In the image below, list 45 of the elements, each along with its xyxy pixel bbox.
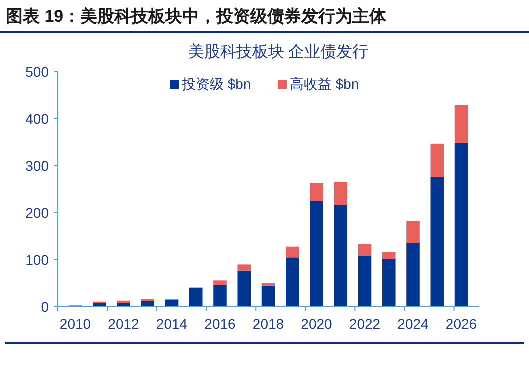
x-tick-label: 2022 (349, 316, 381, 332)
y-tick-label: 300 (26, 158, 50, 174)
bar (454, 142, 468, 307)
bar (334, 182, 348, 206)
bar (382, 252, 396, 260)
y-tick-label: 200 (26, 205, 50, 221)
bar (238, 264, 252, 271)
bar (189, 288, 203, 307)
x-tick-label: 2016 (204, 316, 236, 332)
bar (286, 258, 300, 307)
x-tick-label: 2010 (60, 316, 92, 332)
legend-label: 投资级 $bn (181, 76, 252, 92)
y-tick-label: 500 (26, 64, 50, 80)
bar (92, 303, 106, 307)
bar (238, 270, 252, 307)
bar (406, 221, 420, 244)
bar (262, 286, 276, 307)
bar (117, 303, 130, 307)
chart-title: 图表 19：美股科技板块中，投资级债券发行为主体 (6, 7, 388, 26)
x-tick-label: 2024 (398, 316, 430, 332)
bar (286, 246, 300, 258)
bar (310, 183, 324, 202)
bar (382, 259, 396, 307)
bar (334, 205, 348, 307)
legend-label: 高收益 $bn (290, 76, 360, 92)
y-tick-label: 400 (26, 111, 50, 127)
bar (358, 244, 372, 256)
bar (406, 243, 420, 307)
chart-subtitle: 美股科技板块 企业债发行 (188, 43, 369, 61)
bar (430, 144, 444, 178)
x-tick-label: 2020 (301, 316, 333, 332)
x-tick-label: 2014 (156, 316, 188, 332)
bar (141, 301, 155, 307)
bar (430, 177, 444, 307)
x-tick-label: 2026 (446, 316, 478, 332)
bar (454, 105, 468, 143)
y-tick-label: 0 (41, 299, 50, 315)
bar (214, 280, 227, 286)
bar (310, 201, 324, 307)
y-tick-label: 100 (26, 252, 50, 268)
bar (214, 285, 227, 307)
bar (165, 300, 179, 307)
x-tick-label: 2018 (252, 316, 284, 332)
bar (358, 256, 372, 307)
x-tick-label: 2012 (108, 316, 140, 332)
